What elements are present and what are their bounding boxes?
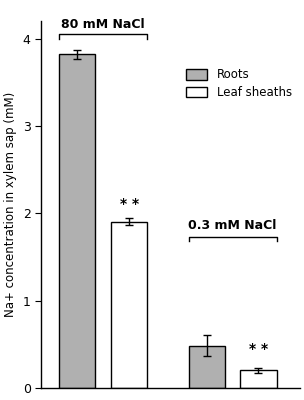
Text: * *: * *: [119, 198, 139, 212]
Bar: [188, 346, 225, 388]
Text: 80 mM NaCl: 80 mM NaCl: [61, 18, 145, 31]
Bar: [111, 222, 147, 388]
Legend: Roots, Leaf sheaths: Roots, Leaf sheaths: [181, 64, 296, 104]
Text: 0.3 mM NaCl: 0.3 mM NaCl: [188, 220, 277, 232]
Bar: [240, 370, 277, 388]
Bar: [59, 54, 95, 388]
Text: * *: * *: [249, 342, 268, 356]
Y-axis label: Na+ concentration in xylem sap (mM): Na+ concentration in xylem sap (mM): [4, 92, 17, 317]
